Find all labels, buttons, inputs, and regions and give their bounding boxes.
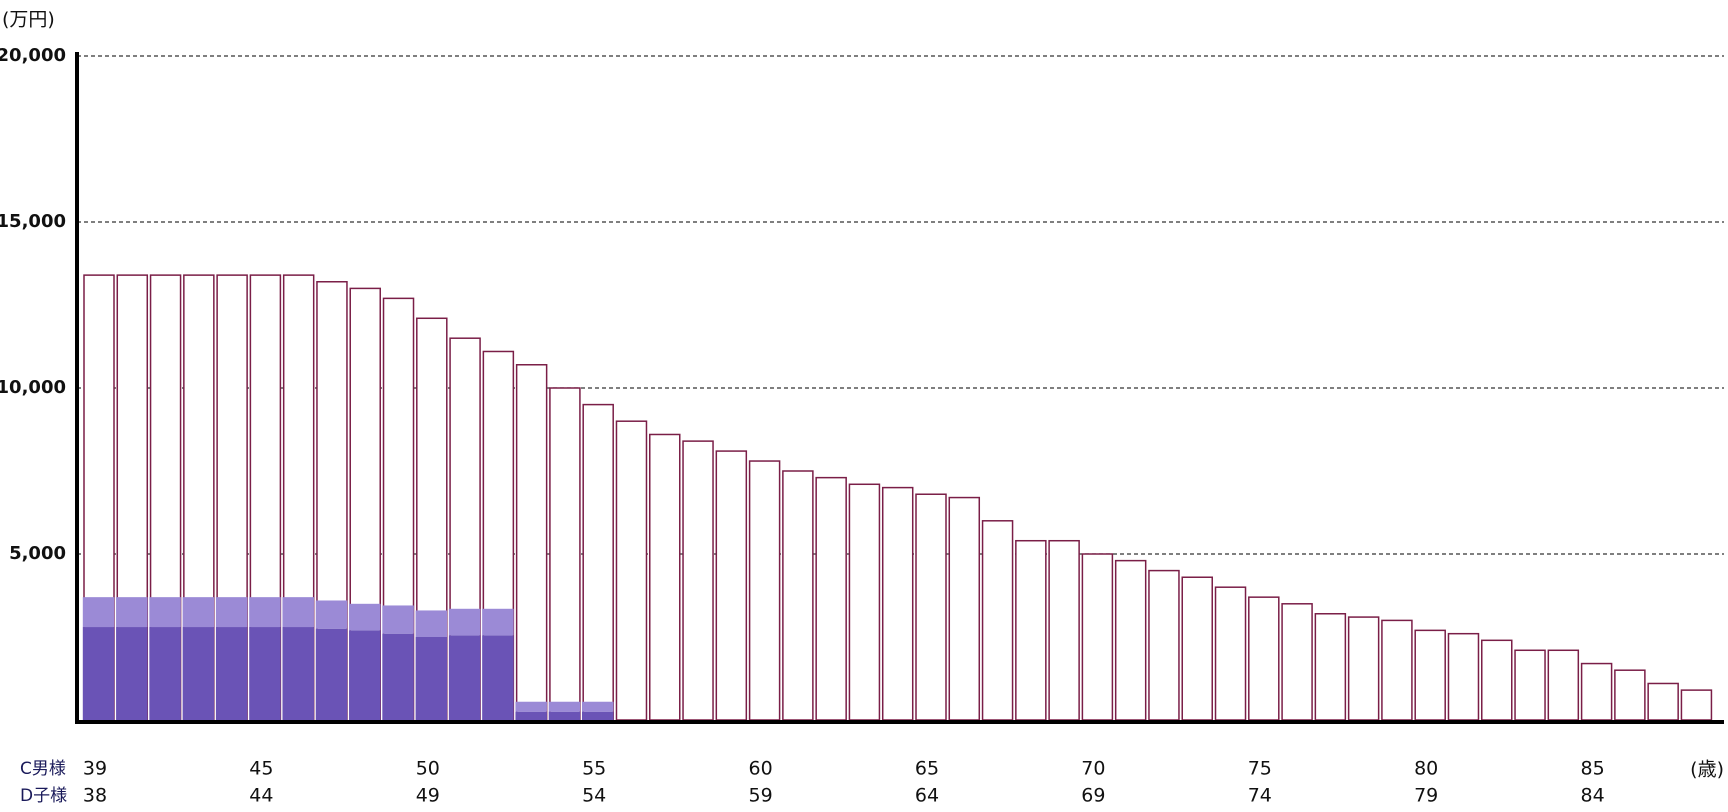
x-tick-label: 49	[416, 785, 440, 807]
total-bar	[1514, 649, 1546, 721]
x-tick-label: 75	[1248, 758, 1272, 780]
row-label: C男様	[20, 759, 66, 779]
total-bar	[582, 403, 614, 721]
total-bar	[1081, 553, 1114, 721]
total-bar	[782, 470, 814, 721]
x-tick-label: 44	[249, 785, 273, 807]
y-unit-label: (万円)	[2, 9, 55, 31]
total-bar	[881, 486, 914, 721]
y-tick-label: 15,000	[0, 211, 66, 232]
x-tick-label: 74	[1248, 785, 1272, 807]
total-bar	[1281, 603, 1313, 721]
total-bar	[1381, 619, 1413, 721]
bar-segment	[448, 608, 481, 636]
total-bar	[615, 420, 648, 721]
bar-segment	[415, 637, 448, 720]
bar-segment	[315, 600, 348, 629]
x-tick-label: 54	[582, 785, 606, 807]
total-bar	[815, 476, 847, 721]
total-bar	[1680, 689, 1713, 721]
bar-segment	[249, 627, 281, 720]
total-bar	[1214, 586, 1247, 721]
total-bar	[515, 364, 548, 721]
bar-segment	[182, 627, 215, 720]
total-bar	[1580, 662, 1613, 721]
y-tick-label: 10,000	[0, 377, 66, 398]
total-bar	[1314, 613, 1347, 721]
total-bar	[1414, 629, 1446, 721]
bar-segment	[349, 603, 381, 631]
total-bar	[1148, 569, 1180, 721]
total-bar	[948, 496, 981, 721]
bar-segment	[315, 628, 348, 720]
total-bar	[549, 387, 581, 721]
bar-segment	[82, 627, 115, 720]
bar-segment	[149, 627, 181, 720]
total-bar	[649, 433, 681, 721]
total-bar	[715, 450, 748, 721]
x-tick-label: 64	[915, 785, 939, 807]
bar-segment	[282, 627, 314, 720]
total-bar	[1347, 616, 1380, 721]
y-tick-label: 20,000	[0, 45, 66, 66]
total-bar	[848, 483, 881, 721]
x-tick-label: 39	[83, 758, 107, 780]
total-bar	[981, 520, 1014, 721]
total-bar	[682, 440, 714, 721]
total-bar	[1614, 669, 1646, 721]
total-bar	[1048, 539, 1080, 721]
bar-segment	[582, 711, 614, 720]
x-tick-label: 55	[582, 758, 606, 780]
x-unit-label: (歳)	[1690, 759, 1724, 781]
x-tick-label: 84	[1581, 785, 1605, 807]
x-tick-label: 45	[249, 758, 273, 780]
x-tick-label: 50	[416, 758, 440, 780]
x-tick-label: 69	[1081, 785, 1105, 807]
x-tick-label: 79	[1414, 785, 1438, 807]
total-bar	[1647, 682, 1679, 721]
total-bar	[1114, 559, 1147, 721]
bar-segment	[249, 597, 281, 628]
bar-segment	[116, 627, 148, 720]
total-bar	[1547, 649, 1580, 721]
bar-segment	[349, 630, 381, 720]
row-label: D子様	[20, 786, 67, 806]
bar-segment	[215, 597, 248, 628]
total-bar	[748, 460, 781, 721]
x-tick-label: 80	[1414, 758, 1438, 780]
bar-segment	[482, 635, 514, 720]
bar-segment	[448, 635, 481, 720]
total-bar	[1248, 596, 1280, 721]
bar-segment	[282, 597, 314, 628]
bar-segment	[515, 701, 547, 712]
bar-segment	[515, 711, 547, 720]
total-bar	[915, 493, 947, 721]
bar-segment	[116, 597, 148, 628]
total-bar	[1481, 639, 1513, 721]
bar-segment	[482, 608, 514, 636]
total-bar	[1447, 632, 1480, 721]
bar-segment	[149, 597, 181, 628]
x-tick-label: 85	[1581, 758, 1605, 780]
bar-segment	[82, 597, 115, 628]
x-tick-label: 60	[749, 758, 773, 780]
y-tick-label: 5,000	[9, 543, 66, 564]
x-tick-label: 59	[749, 785, 773, 807]
bar-segment	[415, 610, 448, 637]
bar-segment	[215, 627, 248, 720]
bar-segment	[382, 633, 414, 720]
x-tick-label: 65	[915, 758, 939, 780]
total-bar	[1181, 576, 1213, 721]
bar-segment	[548, 711, 581, 720]
x-tick-label: 70	[1081, 758, 1105, 780]
bar-segment	[182, 597, 215, 628]
x-tick-label: 38	[83, 785, 107, 807]
bar-segment	[582, 701, 614, 712]
bar-segment	[382, 605, 414, 634]
total-bar	[1015, 539, 1047, 721]
bar-segment	[548, 701, 581, 712]
